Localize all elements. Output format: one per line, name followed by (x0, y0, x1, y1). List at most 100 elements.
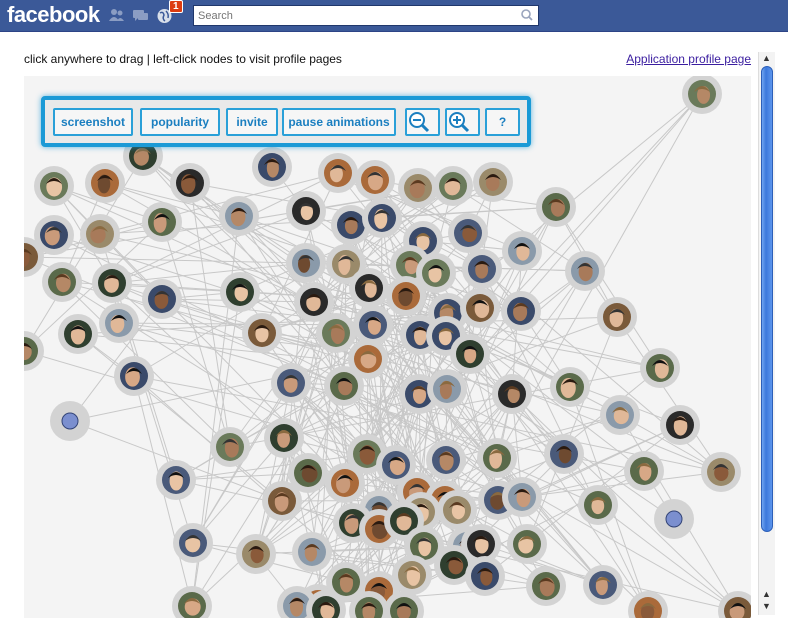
friend-node[interactable] (550, 367, 590, 407)
scroll-down-arrow-icon[interactable]: ▼ (762, 601, 771, 611)
friend-node[interactable] (242, 313, 282, 353)
friend-node[interactable] (682, 76, 722, 114)
friend-node[interactable] (316, 313, 356, 353)
friend-node[interactable] (292, 532, 332, 572)
friend-node[interactable] (624, 451, 664, 491)
placeholder-node[interactable] (50, 401, 90, 441)
friend-node[interactable] (565, 251, 605, 291)
friend-node[interactable] (450, 334, 490, 374)
friend-node[interactable] (427, 369, 467, 409)
scroll-up-arrow-icon-bottom[interactable]: ▲ (762, 589, 771, 599)
friend-node[interactable] (600, 395, 640, 435)
friend-node[interactable] (526, 566, 566, 606)
friend-node[interactable] (349, 591, 389, 618)
friend-node[interactable] (640, 348, 680, 388)
friend-node[interactable] (156, 460, 196, 500)
friend-node[interactable] (326, 562, 366, 602)
pause-animations-button[interactable]: pause animations (282, 108, 396, 136)
friend-node[interactable] (465, 556, 505, 596)
friend-node[interactable] (288, 453, 328, 493)
application-profile-link[interactable]: Application profile page (626, 52, 751, 66)
friend-node[interactable] (501, 291, 541, 331)
friend-node[interactable] (294, 282, 334, 322)
friend-node[interactable] (362, 198, 402, 238)
friend-node[interactable] (286, 191, 326, 231)
friend-node[interactable] (477, 438, 517, 478)
friend-node[interactable] (324, 366, 364, 406)
friend-node[interactable] (718, 591, 751, 618)
friend-node[interactable] (262, 481, 302, 521)
friend-node[interactable] (99, 303, 139, 343)
friend-node[interactable] (286, 243, 326, 283)
popularity-button[interactable]: popularity (140, 108, 220, 136)
search-icon[interactable] (517, 7, 537, 24)
notifications-globe-icon[interactable] (156, 7, 173, 24)
friend-requests-icon[interactable] (108, 7, 125, 24)
friend-node[interactable] (325, 463, 365, 503)
friend-node[interactable] (353, 305, 393, 345)
friend-node[interactable] (306, 590, 346, 618)
friend-node[interactable] (386, 276, 426, 316)
search-input[interactable] (198, 7, 508, 25)
friend-node[interactable] (448, 213, 488, 253)
scroll-up-arrow-icon[interactable]: ▲ (762, 53, 771, 63)
friend-node[interactable] (597, 297, 637, 337)
friend-node[interactable] (433, 166, 473, 206)
friend-node[interactable] (114, 356, 154, 396)
friend-node[interactable] (348, 339, 388, 379)
friend-node[interactable] (416, 253, 456, 293)
friend-node[interactable] (492, 374, 532, 414)
friend-node[interactable] (460, 288, 500, 328)
friend-node[interactable] (434, 545, 474, 585)
friend-node[interactable] (142, 202, 182, 242)
friend-node[interactable] (42, 262, 82, 302)
messages-icon[interactable] (132, 7, 149, 24)
friend-node[interactable] (220, 272, 260, 312)
friend-node[interactable] (544, 434, 584, 474)
friend-node[interactable] (349, 268, 389, 308)
friend-node[interactable] (628, 591, 668, 618)
help-button[interactable]: ? (485, 108, 520, 136)
friend-node[interactable] (58, 314, 98, 354)
friend-node[interactable] (426, 440, 466, 480)
friend-node[interactable] (172, 586, 212, 618)
friend-node[interactable] (701, 452, 741, 492)
friend-node[interactable] (473, 162, 513, 202)
friend-node[interactable] (219, 196, 259, 236)
friend-node[interactable] (80, 214, 120, 254)
friend-node[interactable] (660, 405, 700, 445)
friend-node[interactable] (462, 249, 502, 289)
friend-node[interactable] (34, 166, 74, 206)
friend-node[interactable] (24, 331, 44, 371)
friend-node[interactable] (578, 485, 618, 525)
friend-node[interactable] (34, 215, 74, 255)
friend-node[interactable] (236, 534, 276, 574)
invite-button[interactable]: invite (226, 108, 278, 136)
friend-node[interactable] (170, 163, 210, 203)
friend-node[interactable] (583, 565, 623, 605)
friend-node[interactable] (384, 591, 424, 618)
friend-node[interactable] (331, 205, 371, 245)
friend-node[interactable] (318, 153, 358, 193)
friend-node[interactable] (392, 555, 432, 595)
friend-node[interactable] (252, 147, 292, 187)
friend-node[interactable] (461, 524, 501, 564)
zoom-out-button[interactable] (405, 108, 440, 136)
friend-node[interactable] (271, 363, 311, 403)
friend-node[interactable] (502, 231, 542, 271)
friend-node[interactable] (355, 160, 395, 200)
friend-node[interactable] (142, 279, 182, 319)
friend-node[interactable] (173, 523, 213, 563)
friend-node[interactable] (210, 427, 250, 467)
zoom-in-button[interactable] (445, 108, 480, 136)
friend-node[interactable] (24, 237, 44, 277)
facebook-logo[interactable]: facebook (7, 2, 100, 27)
friend-graph-canvas[interactable]: screenshot popularity invite pause anima… (24, 76, 751, 618)
placeholder-node[interactable] (654, 499, 694, 539)
screenshot-button[interactable]: screenshot (53, 108, 133, 136)
scrollbar-thumb[interactable] (761, 66, 773, 532)
friend-node[interactable] (398, 168, 438, 208)
friend-node[interactable] (92, 263, 132, 303)
friend-node[interactable] (536, 187, 576, 227)
friend-node[interactable] (376, 445, 416, 485)
